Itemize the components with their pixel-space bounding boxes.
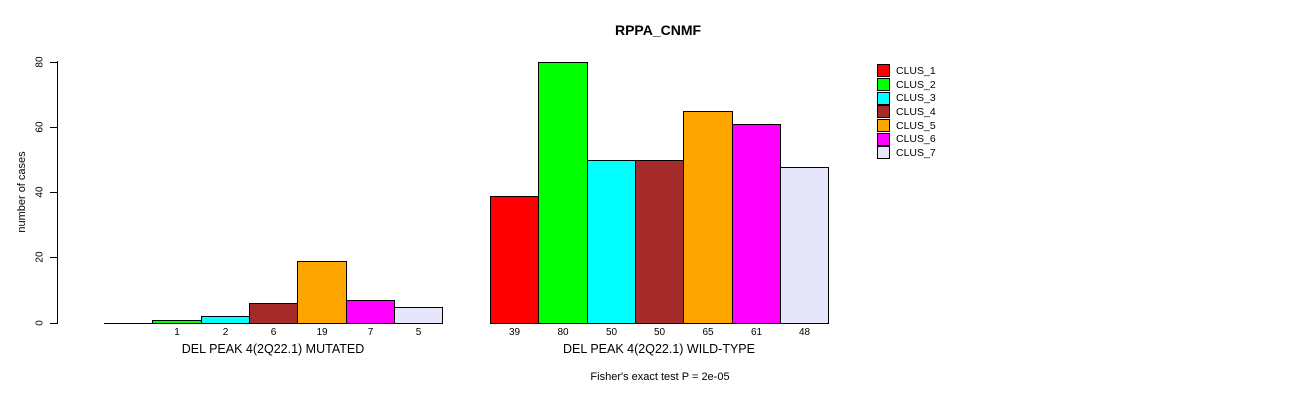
legend-swatch bbox=[877, 119, 890, 133]
bar-value-label: 7 bbox=[367, 327, 374, 338]
legend-label: CLUS_7 bbox=[896, 146, 936, 159]
legend-label: CLUS_4 bbox=[896, 105, 936, 118]
y-tick bbox=[50, 257, 57, 258]
bar-value-label: 61 bbox=[750, 327, 763, 338]
y-tick bbox=[50, 192, 57, 193]
group-label: DEL PEAK 4(2Q22.1) MUTATED bbox=[181, 342, 365, 356]
bar bbox=[297, 261, 347, 324]
bar-value-label: 5 bbox=[415, 327, 422, 338]
y-tick-label: 20 bbox=[34, 251, 46, 263]
legend-row: CLUS_5 bbox=[877, 119, 936, 133]
bar bbox=[201, 316, 250, 324]
legend-row: CLUS_6 bbox=[877, 132, 936, 146]
bar bbox=[490, 196, 539, 324]
y-tick-label: 40 bbox=[34, 186, 46, 198]
bar bbox=[635, 160, 684, 324]
group-label: DEL PEAK 4(2Q22.1) WILD-TYPE bbox=[563, 342, 755, 356]
bar-value-label: 48 bbox=[798, 327, 811, 338]
y-tick-label: 60 bbox=[34, 121, 46, 133]
bar-value-label: 1 bbox=[174, 327, 180, 338]
bar-value-label: 6 bbox=[270, 327, 277, 338]
bar bbox=[780, 167, 829, 324]
y-axis-label: number of cases bbox=[16, 151, 28, 233]
bar-value-label: 50 bbox=[605, 327, 618, 338]
bar bbox=[394, 307, 443, 324]
legend-row: CLUS_2 bbox=[877, 78, 936, 92]
bar bbox=[346, 300, 395, 324]
bar-value-label: 2 bbox=[222, 327, 229, 338]
y-tick bbox=[50, 127, 57, 128]
legend-row: CLUS_1 bbox=[877, 64, 936, 78]
bar bbox=[732, 124, 781, 324]
y-tick-label: 0 bbox=[34, 320, 46, 326]
legend-swatch bbox=[877, 64, 890, 78]
y-tick bbox=[50, 323, 57, 324]
legend-label: CLUS_1 bbox=[896, 64, 936, 77]
legend-swatch bbox=[877, 132, 890, 146]
chart-title: RPPA_CNMF bbox=[614, 22, 702, 38]
y-tick bbox=[50, 62, 57, 63]
legend-row: CLUS_7 bbox=[877, 146, 936, 160]
legend-swatch bbox=[877, 91, 890, 105]
bar bbox=[538, 62, 588, 324]
bar bbox=[152, 320, 202, 324]
bar bbox=[683, 111, 733, 324]
bar-value-label: 80 bbox=[557, 327, 569, 338]
legend-swatch bbox=[877, 78, 890, 92]
legend-label: CLUS_3 bbox=[896, 92, 936, 105]
legend-label: CLUS_5 bbox=[896, 119, 936, 132]
bar-value-label: 39 bbox=[508, 327, 521, 338]
legend-swatch bbox=[877, 105, 890, 119]
legend-swatch bbox=[877, 146, 890, 160]
legend-row: CLUS_3 bbox=[877, 91, 936, 105]
bar bbox=[587, 160, 636, 324]
y-tick-label: 80 bbox=[34, 56, 46, 68]
legend-row: CLUS_4 bbox=[877, 105, 936, 119]
annotation-text: Fisher's exact test P = 2e-05 bbox=[590, 371, 730, 383]
y-axis-line bbox=[57, 61, 58, 324]
bar bbox=[249, 303, 298, 324]
bar-value-label: 50 bbox=[653, 327, 666, 338]
legend: CLUS_1 CLUS_2 CLUS_3 CLUS_4 CLUS_5 CLUS_6 CLUS… bbox=[877, 64, 936, 160]
bar-value-label: 65 bbox=[702, 327, 714, 338]
legend-label: CLUS_6 bbox=[896, 133, 936, 146]
legend-label: CLUS_2 bbox=[896, 78, 936, 91]
bar-value-label: 19 bbox=[316, 327, 328, 338]
